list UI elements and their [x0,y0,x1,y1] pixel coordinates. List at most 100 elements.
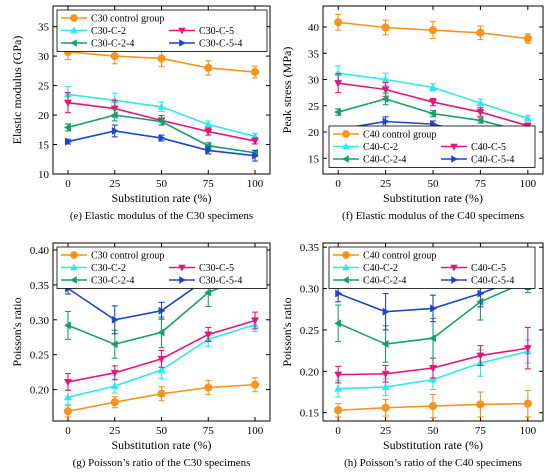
legend-label: C30-C-2-4 [91,276,134,287]
data-point [334,80,343,88]
legend-marker [70,263,78,271]
data-point [205,146,213,155]
series-c30-c-5 [63,311,260,391]
data-point [63,99,72,107]
y-axis-label: Elastic modulus (GPa) [10,36,24,145]
legend-label: C40-C-5-4 [471,276,514,287]
data-point [334,384,343,392]
x-tick-label: 50 [156,425,168,437]
legend-label: C30 control group [91,251,164,262]
data-point [381,339,389,349]
data-point [251,317,260,325]
legend-marker [70,251,78,259]
data-point [251,138,260,146]
data-point [381,382,390,391]
data-point [428,401,438,411]
legend-marker [342,251,350,259]
legend-item: C40-C-5-4 [441,276,514,287]
data-point [428,334,436,343]
data-point [381,86,390,94]
legend-label: C40-C-5 [471,263,506,274]
data-point [110,52,119,61]
legend-item: C30-C-2-4 [61,276,134,287]
data-point [157,328,165,337]
data-point [428,109,436,118]
data-point [334,371,343,379]
legend-item: C40-C-5 [441,263,506,274]
data-point [250,67,260,77]
data-point [428,26,438,35]
legend-label: C40 control group [363,130,436,141]
figure-caption: (e) Elastic modulus of the C30 specimens [70,210,253,222]
legend-item: C40 control group [333,130,436,141]
y-tick-label: 40 [308,22,320,34]
legend-marker [342,130,350,138]
data-point [476,28,485,37]
data-point [476,99,485,107]
series-c30-control-group [63,377,260,418]
data-point [523,114,532,122]
data-point [111,126,119,135]
y-tick-label: 0.35 [300,242,320,254]
x-tick-label: 25 [109,425,121,437]
data-point [381,403,390,412]
legend-marker [70,39,77,47]
legend-marker [70,276,77,284]
legend-item: C30-C-5-4 [169,39,242,50]
y-tick-label: 0.30 [30,315,50,327]
y-tick-label: 0.25 [30,350,50,362]
legend-marker [342,276,349,284]
y-tick-label: 30 [38,51,50,63]
data-point [158,134,166,143]
x-tick-label: 0 [65,425,71,437]
legend-label: C40-C-5-4 [471,155,514,166]
data-point [63,123,71,132]
data-point [523,345,532,353]
legend-marker [451,155,458,163]
legend-marker [450,264,458,272]
data-point [204,383,213,392]
y-tick-label: 25 [38,81,50,93]
data-point [334,319,342,328]
figure-caption: (f) Elastic modulus of the C40 specimens [342,210,524,222]
legend-label: C40-C-2 [363,263,398,274]
data-point [334,406,343,415]
y-tick-label: 0.25 [300,325,320,337]
legend-item: C40-C-2-4 [333,155,406,166]
data-point [523,399,532,408]
y-tick-label: 0.20 [30,385,50,397]
legend-item: C40-C-2 [333,263,398,274]
legend-item: C40-C-5-4 [441,155,514,166]
x-axis-label: Substitution rate (%) [383,438,483,452]
legend-label: C30-C-2 [91,263,126,274]
x-tick-label: 100 [247,425,264,437]
figure-caption: (h) Poisson’s ratio of the C40 specimens [344,457,522,469]
data-point [157,54,166,63]
legend-label: C30-C-5 [199,26,234,37]
legend-item: C40-C-5 [441,142,506,153]
legend-box [56,9,268,52]
x-tick-label: 75 [475,425,487,437]
data-point [428,365,438,373]
data-point [428,83,438,91]
data-point [334,108,342,117]
y-tick-label: 0.15 [300,408,320,420]
legend-marker [70,26,78,34]
data-point [110,381,119,390]
legend-label: C30-C-2-4 [91,39,134,50]
data-point [110,398,119,407]
legend-marker [342,263,350,271]
data-point [381,23,390,32]
legend-item: C30 control group [61,251,164,262]
legend-box [56,246,268,289]
data-point [428,375,438,383]
data-point [63,407,73,416]
legend-item: C40 control group [333,251,436,262]
legend-box [328,246,536,289]
data-point [382,117,390,126]
data-point [111,315,119,324]
legend-item: C30-C-2-4 [61,39,134,50]
